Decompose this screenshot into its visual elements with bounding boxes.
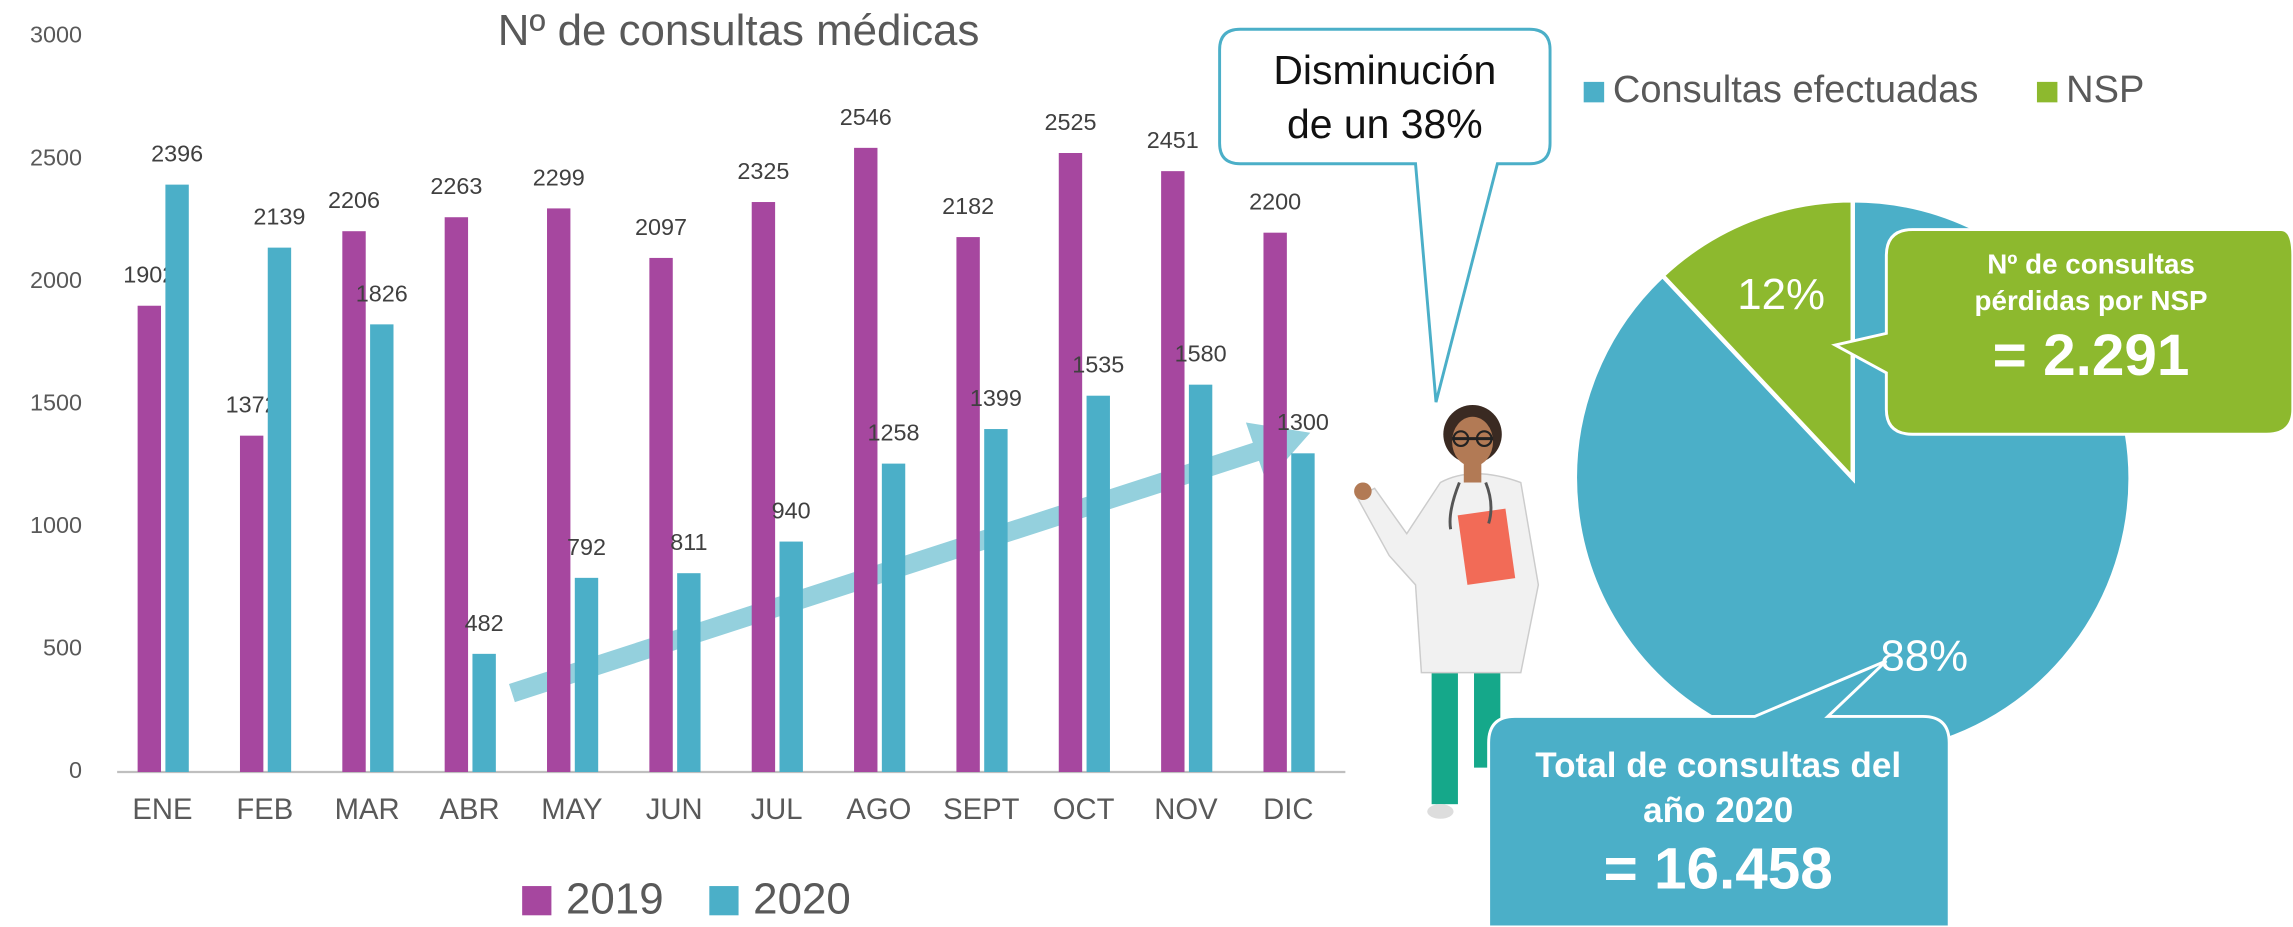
bar <box>342 231 366 773</box>
bar <box>239 435 264 773</box>
x-tick-label: MAY <box>541 794 602 826</box>
bar <box>779 541 803 773</box>
legend-label: 2020 <box>753 875 851 924</box>
total-callout-text: Total de consultas del <box>1535 746 1901 785</box>
speech-bubble <box>1218 27 1552 403</box>
data-label: 1580 <box>1175 341 1227 367</box>
x-tick-label: MAR <box>335 794 400 826</box>
x-tick-label: SEPT <box>943 794 1019 826</box>
bar <box>370 324 394 773</box>
legend-swatch <box>1583 81 1605 103</box>
data-label: 2546 <box>840 104 892 130</box>
bar <box>751 202 776 773</box>
x-tick-label: AGO <box>846 794 911 826</box>
bar <box>1188 384 1213 773</box>
legend-label: NSP <box>2066 69 2144 111</box>
data-label: 2206 <box>328 187 380 213</box>
bar <box>472 653 496 773</box>
bar <box>267 247 292 773</box>
nsp-callout-text: = 2.291 <box>1993 323 2190 388</box>
bar <box>677 573 701 773</box>
nsp-callout-box <box>1831 228 2293 436</box>
x-tick-label: JUL <box>751 794 803 826</box>
y-tick-label: 3000 <box>30 22 82 48</box>
x-tick-label: NOV <box>1154 794 1218 826</box>
bar <box>1161 171 1185 773</box>
data-label: 2525 <box>1044 109 1096 135</box>
data-label: 792 <box>567 534 606 560</box>
pie-slice <box>1659 198 1855 484</box>
x-tick-label: OCT <box>1053 794 1115 826</box>
annotation: de un 38% <box>1287 101 1483 147</box>
nsp-callout-text: pérdidas por NSP <box>1975 285 2208 316</box>
data-label: 1258 <box>868 420 920 446</box>
data-label: 2396 <box>151 141 203 167</box>
y-tick-label: 0 <box>69 757 82 783</box>
data-label: 1399 <box>970 385 1022 411</box>
bar <box>444 217 469 773</box>
annotation: Disminución <box>1273 47 1496 93</box>
x-tick-label: FEB <box>236 794 293 826</box>
y-tick-label: 500 <box>43 635 82 661</box>
data-label: 2263 <box>430 173 482 199</box>
data-label: 1535 <box>1072 352 1124 378</box>
bar <box>547 208 571 773</box>
x-tick-label: ABR <box>439 794 499 826</box>
x-tick-label: ENE <box>132 794 192 826</box>
y-tick-label: 2500 <box>30 144 82 170</box>
decor <box>508 27 1552 819</box>
bar <box>854 147 878 773</box>
data-label: 1300 <box>1277 409 1329 435</box>
bar <box>165 184 189 773</box>
bar <box>984 429 1008 773</box>
data-label: 2139 <box>253 204 305 230</box>
data-label: 1826 <box>356 280 408 306</box>
total-callout-box <box>1487 659 1951 927</box>
total-callout-text: = 16.458 <box>1604 836 1833 901</box>
total-callout-text: año 2020 <box>1643 791 1793 830</box>
doctor-illustration <box>1354 405 1540 819</box>
data-label: 2325 <box>737 158 789 184</box>
y-tick-label: 1000 <box>30 512 82 538</box>
data-label: 2200 <box>1249 189 1301 215</box>
data-label: 940 <box>772 497 811 523</box>
x-tick-label: JUN <box>646 794 703 826</box>
bar <box>1086 395 1110 773</box>
legend-label: 2019 <box>566 875 664 924</box>
data-label: 2182 <box>942 193 994 219</box>
y-tick-label: 2000 <box>30 267 82 293</box>
slice-label: 12% <box>1737 270 1825 319</box>
chart-title: Nº de consultas médicas <box>498 6 980 55</box>
bar <box>1058 153 1083 773</box>
data-label: 482 <box>465 610 504 636</box>
bar <box>1263 232 1287 773</box>
bar <box>956 237 980 773</box>
data-label: 2097 <box>635 214 687 240</box>
y-tick-label: 1500 <box>30 389 82 415</box>
legend-swatch <box>522 886 552 916</box>
bar <box>649 257 673 773</box>
legend-label: Consultas efectuadas <box>1613 69 1978 111</box>
x-tick-label: DIC <box>1263 794 1313 826</box>
bar <box>137 305 162 773</box>
nsp-callout-text: Nº de consultas <box>1987 248 2195 279</box>
data-label: 2299 <box>533 164 585 190</box>
data-label: 2451 <box>1147 127 1199 153</box>
slice-label: 88% <box>1880 632 1968 681</box>
data-label: 811 <box>670 529 707 555</box>
bar <box>881 463 906 773</box>
legend-swatch <box>709 886 739 916</box>
bar <box>1291 453 1315 773</box>
legend-swatch <box>2036 81 2058 103</box>
bar <box>574 577 599 773</box>
